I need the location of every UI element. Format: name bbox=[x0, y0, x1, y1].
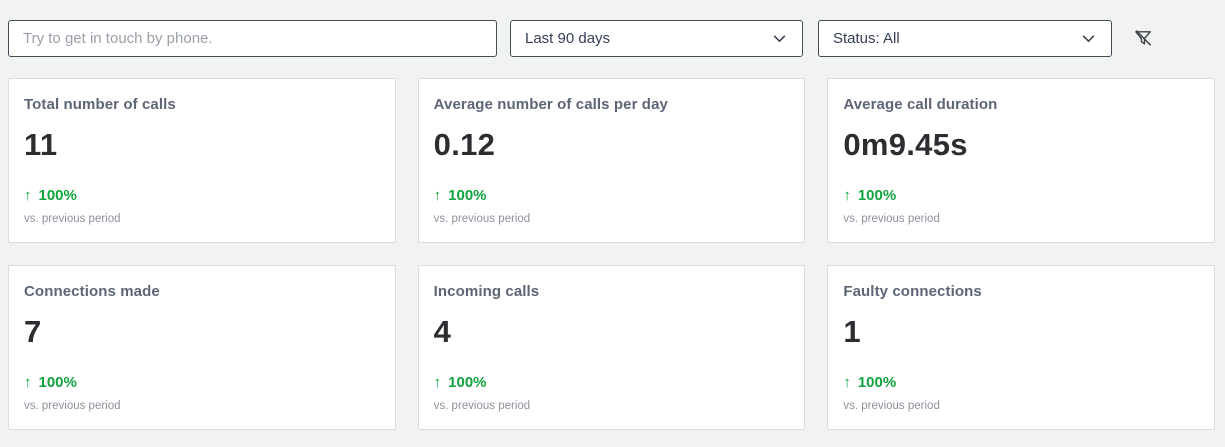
card-value: 4 bbox=[433, 314, 452, 349]
trend-up-arrow-icon: ↑ bbox=[433, 374, 442, 391]
filter-toolbar: Last 90 days Status: All bbox=[8, 20, 1217, 57]
card-comparison-label: vs. previous period bbox=[843, 400, 940, 412]
card-trend: ↑ 100% bbox=[434, 187, 790, 204]
card-change-percent: 100% bbox=[857, 374, 897, 391]
card-comparison-label: vs. previous period bbox=[433, 400, 531, 412]
card-value: 11 bbox=[24, 127, 58, 162]
card-trend: ↑ 100% bbox=[24, 374, 380, 391]
card-comparison-label: vs. previous period bbox=[433, 213, 531, 225]
trend-up-arrow-icon: ↑ bbox=[24, 374, 32, 391]
card-trend: ↑ 100% bbox=[843, 187, 1199, 204]
card-change-percent: 100% bbox=[448, 187, 487, 204]
stat-card-connections-made: Connections made 7 ↑ 100% vs. previous p… bbox=[8, 265, 396, 430]
card-title: Incoming calls bbox=[433, 283, 540, 300]
card-change-percent: 100% bbox=[38, 374, 77, 391]
status-value: Status: All bbox=[833, 30, 900, 47]
search-input[interactable] bbox=[8, 20, 497, 57]
date-range-value: Last 90 days bbox=[525, 30, 611, 47]
card-title: Total number of calls bbox=[24, 96, 176, 113]
card-title: Average call duration bbox=[843, 96, 998, 113]
card-comparison-label: vs. previous period bbox=[843, 213, 940, 225]
card-value: 0m9.45s bbox=[843, 127, 968, 162]
trend-up-arrow-icon: ↑ bbox=[843, 374, 851, 391]
card-trend: ↑ 100% bbox=[843, 374, 1199, 391]
trend-up-arrow-icon: ↑ bbox=[433, 187, 442, 204]
stats-grid: Total number of calls 11 ↑ 100% vs. prev… bbox=[8, 78, 1215, 430]
trend-up-arrow-icon: ↑ bbox=[843, 187, 851, 204]
status-select[interactable]: Status: All bbox=[818, 20, 1112, 57]
card-title: Faulty connections bbox=[843, 283, 982, 300]
trend-up-arrow-icon: ↑ bbox=[24, 187, 32, 204]
card-title: Connections made bbox=[24, 283, 160, 300]
stat-card-avg-calls-per-day: Average number of calls per day 0.12 ↑ 1… bbox=[417, 78, 806, 243]
chevron-down-icon bbox=[771, 30, 788, 47]
card-trend: ↑ 100% bbox=[24, 187, 380, 204]
card-comparison-label: vs. previous period bbox=[24, 400, 121, 412]
stat-card-avg-call-duration: Average call duration 0m9.45s ↑ 100% vs.… bbox=[827, 78, 1215, 243]
card-trend: ↑ 100% bbox=[434, 374, 790, 391]
card-title: Average number of calls per day bbox=[433, 96, 668, 113]
card-comparison-label: vs. previous period bbox=[24, 213, 121, 225]
stat-card-incoming-calls: Incoming calls 4 ↑ 100% vs. previous per… bbox=[417, 265, 806, 430]
card-value: 7 bbox=[24, 314, 42, 349]
stat-card-faulty-connections: Faulty connections 1 ↑ 100% vs. previous… bbox=[827, 265, 1215, 430]
card-change-percent: 100% bbox=[38, 187, 77, 204]
chevron-down-icon bbox=[1080, 30, 1097, 47]
stat-card-total-calls: Total number of calls 11 ↑ 100% vs. prev… bbox=[8, 78, 396, 243]
card-value: 1 bbox=[843, 314, 861, 349]
date-range-select[interactable]: Last 90 days bbox=[510, 20, 803, 57]
filter-off-icon bbox=[1132, 27, 1155, 50]
clear-filters-button[interactable] bbox=[1129, 25, 1157, 53]
card-change-percent: 100% bbox=[448, 374, 487, 391]
card-change-percent: 100% bbox=[857, 187, 897, 204]
card-value: 0.12 bbox=[433, 127, 496, 162]
